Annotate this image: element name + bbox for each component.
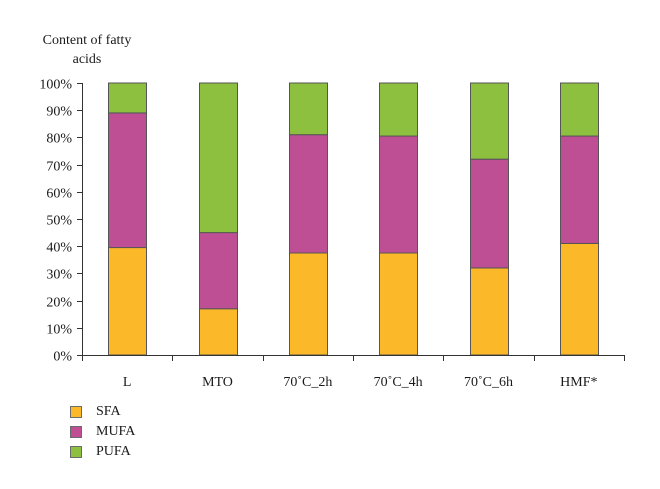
bar-segment-pufa — [560, 82, 599, 137]
legend-label: MUFA — [96, 424, 136, 439]
y-tick-label: 0% — [53, 350, 72, 365]
x-tick-label: 70˚C_4h — [374, 375, 423, 390]
y-tick-label: 100% — [39, 78, 72, 93]
legend-item-sfa: SFA — [70, 402, 135, 422]
legend-label: SFA — [96, 404, 121, 419]
legend-label: PUFA — [96, 444, 131, 459]
bars — [108, 82, 599, 356]
bar-segment-mufa — [379, 135, 418, 254]
y-axis-ticks: 0% 10% 20% 30% 40% 50% 60% 70% 80% 90% 100% — [39, 78, 82, 365]
bar-segment-mufa — [199, 232, 238, 310]
x-axis-ticks: L MTO 70˚C_2h 70˚C_4h 70˚C_6h HMF* — [82, 355, 625, 390]
x-tick-label: 70˚C_6h — [464, 375, 513, 390]
x-tick-label: L — [123, 375, 132, 390]
y-tick-label: 80% — [46, 132, 72, 147]
bar-segment-pufa — [199, 82, 238, 234]
bar-segment-pufa — [108, 82, 147, 114]
bar-segment-pufa — [379, 82, 418, 137]
legend-swatch — [70, 426, 82, 438]
y-tick-label: 70% — [46, 160, 72, 175]
y-tick-label: 30% — [46, 268, 72, 283]
bar-segment-mufa — [470, 158, 509, 269]
legend-swatch — [70, 406, 82, 418]
legend-item-pufa: PUFA — [70, 442, 135, 462]
chart-title-text: Content of fatty acids — [43, 33, 132, 67]
y-tick-label: 40% — [46, 241, 72, 256]
legend-item-mufa: MUFA — [70, 422, 135, 442]
bar-segment-sfa — [199, 308, 238, 356]
bar-segment-sfa — [379, 252, 418, 356]
x-tick-label: MTO — [202, 375, 233, 390]
bar-segment-sfa — [560, 242, 599, 356]
legend: SFA MUFA PUFA — [70, 402, 135, 462]
bar-segment-mufa — [289, 134, 328, 254]
bar-segment-sfa — [108, 247, 147, 356]
y-tick-label: 90% — [46, 105, 72, 120]
chart-title: Content of fatty acids — [43, 33, 132, 67]
bar-segment-sfa — [289, 252, 328, 356]
y-tick-label: 60% — [46, 187, 72, 202]
bar-segment-pufa — [289, 82, 328, 136]
x-tick-label: HMF* — [560, 375, 597, 390]
y-tick-label: 10% — [46, 323, 72, 338]
bar-segment-mufa — [560, 135, 599, 244]
bar-segment-sfa — [470, 267, 509, 356]
bar-segment-pufa — [470, 82, 509, 160]
legend-swatch — [70, 446, 82, 458]
axes — [82, 83, 624, 356]
y-tick-label: 50% — [46, 214, 72, 229]
x-tick-label: 70˚C_2h — [283, 375, 332, 390]
y-tick-label: 20% — [46, 296, 72, 311]
bar-segment-mufa — [108, 112, 147, 249]
